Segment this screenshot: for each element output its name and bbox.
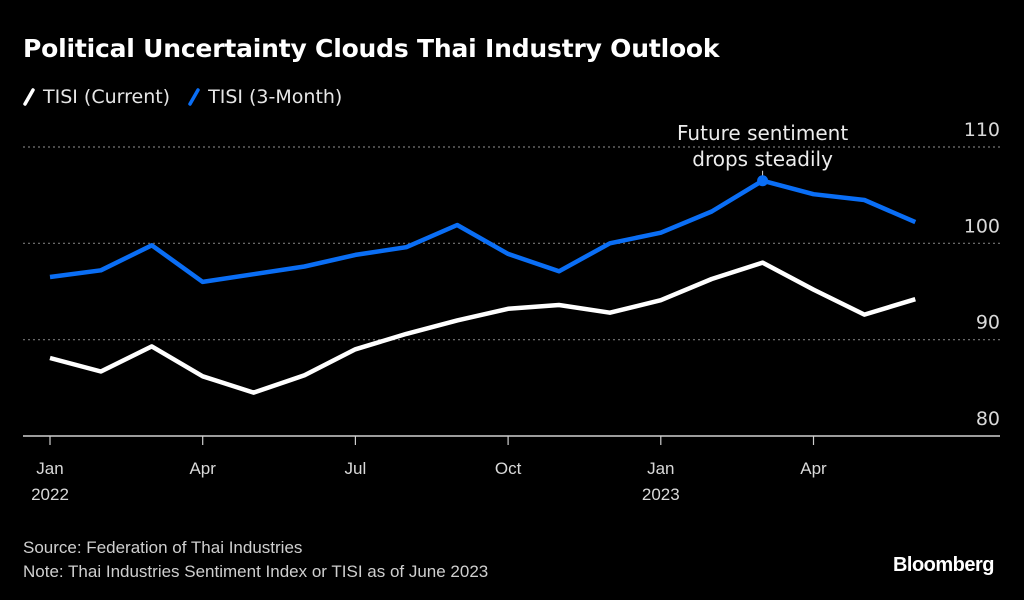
x-tick-label-1: Apr bbox=[189, 459, 216, 478]
y-tick-label-100: 100 bbox=[964, 215, 1000, 237]
bloomberg-logo: Bloomberg bbox=[892, 554, 995, 576]
annotation-text-0-1: drops steadily bbox=[692, 147, 833, 171]
legend-label-current: TISI (Current) bbox=[43, 86, 171, 108]
x-tick-sublabel-0: 2022 bbox=[31, 485, 69, 504]
x-tick-label-3: Oct bbox=[495, 459, 522, 478]
footer: Source: Federation of Thai Industries No… bbox=[23, 536, 488, 584]
x-tick-label-2: Jul bbox=[345, 459, 367, 478]
x-tick-label-0: Jan bbox=[36, 459, 63, 478]
legend-label-3month: TISI (3-Month) bbox=[208, 86, 343, 108]
legend-swatch-current-icon bbox=[23, 88, 35, 106]
series-line-1 bbox=[49, 178, 917, 285]
chart-title: Political Uncertainty Clouds Thai Indust… bbox=[23, 34, 720, 63]
y-tick-label-110: 110 bbox=[964, 119, 1000, 141]
source-note: Source: Federation of Thai Industries bbox=[23, 538, 303, 557]
footnote: Note: Thai Industries Sentiment Index or… bbox=[23, 562, 489, 581]
legend: TISI (Current) TISI (3-Month) bbox=[23, 86, 360, 108]
legend-swatch-3month-icon bbox=[188, 88, 200, 106]
x-tick-label-5: Apr bbox=[800, 459, 827, 478]
y-tick-label-80: 80 bbox=[976, 408, 1000, 430]
x-tick-label-4: Jan bbox=[647, 459, 674, 478]
legend-item-current: TISI (Current) bbox=[23, 86, 170, 108]
series-line-0 bbox=[49, 260, 916, 395]
annotation-marker-0 bbox=[757, 175, 769, 187]
annotation-text-0-0: Future sentiment bbox=[677, 121, 848, 145]
y-tick-label-90: 90 bbox=[976, 312, 1000, 334]
legend-item-3month: TISI (3-Month) bbox=[188, 86, 342, 108]
x-tick-sublabel-4: 2023 bbox=[642, 485, 680, 504]
